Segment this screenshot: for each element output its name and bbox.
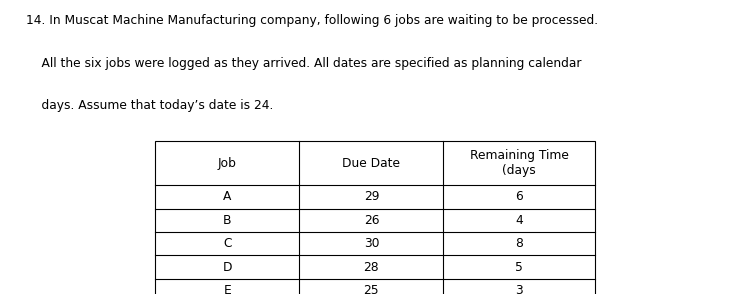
Text: 3: 3 [515,284,523,294]
Text: 30: 30 [364,237,380,250]
Text: 26: 26 [364,214,380,227]
Text: 8: 8 [515,237,523,250]
Text: 25: 25 [364,284,380,294]
Text: A: A [224,190,232,203]
Text: C: C [224,237,232,250]
Text: 28: 28 [364,260,380,274]
Text: B: B [224,214,232,227]
Text: Job: Job [218,157,237,170]
Text: 29: 29 [364,190,380,203]
Text: E: E [224,284,231,294]
Text: All the six jobs were logged as they arrived. All dates are specified as plannin: All the six jobs were logged as they arr… [26,57,581,70]
Text: 14. In Muscat Machine Manufacturing company, following 6 jobs are waiting to be : 14. In Muscat Machine Manufacturing comp… [26,14,598,27]
Text: 4: 4 [515,214,523,227]
Text: 6: 6 [515,190,523,203]
Text: D: D [223,260,232,274]
Text: Due Date: Due Date [343,157,400,170]
Bar [155,141,595,294]
Text: days. Assume that today’s date is 24.: days. Assume that today’s date is 24. [26,99,273,112]
Text: 5: 5 [515,260,523,274]
Text: Remaining Time
(days: Remaining Time (days [470,149,568,177]
